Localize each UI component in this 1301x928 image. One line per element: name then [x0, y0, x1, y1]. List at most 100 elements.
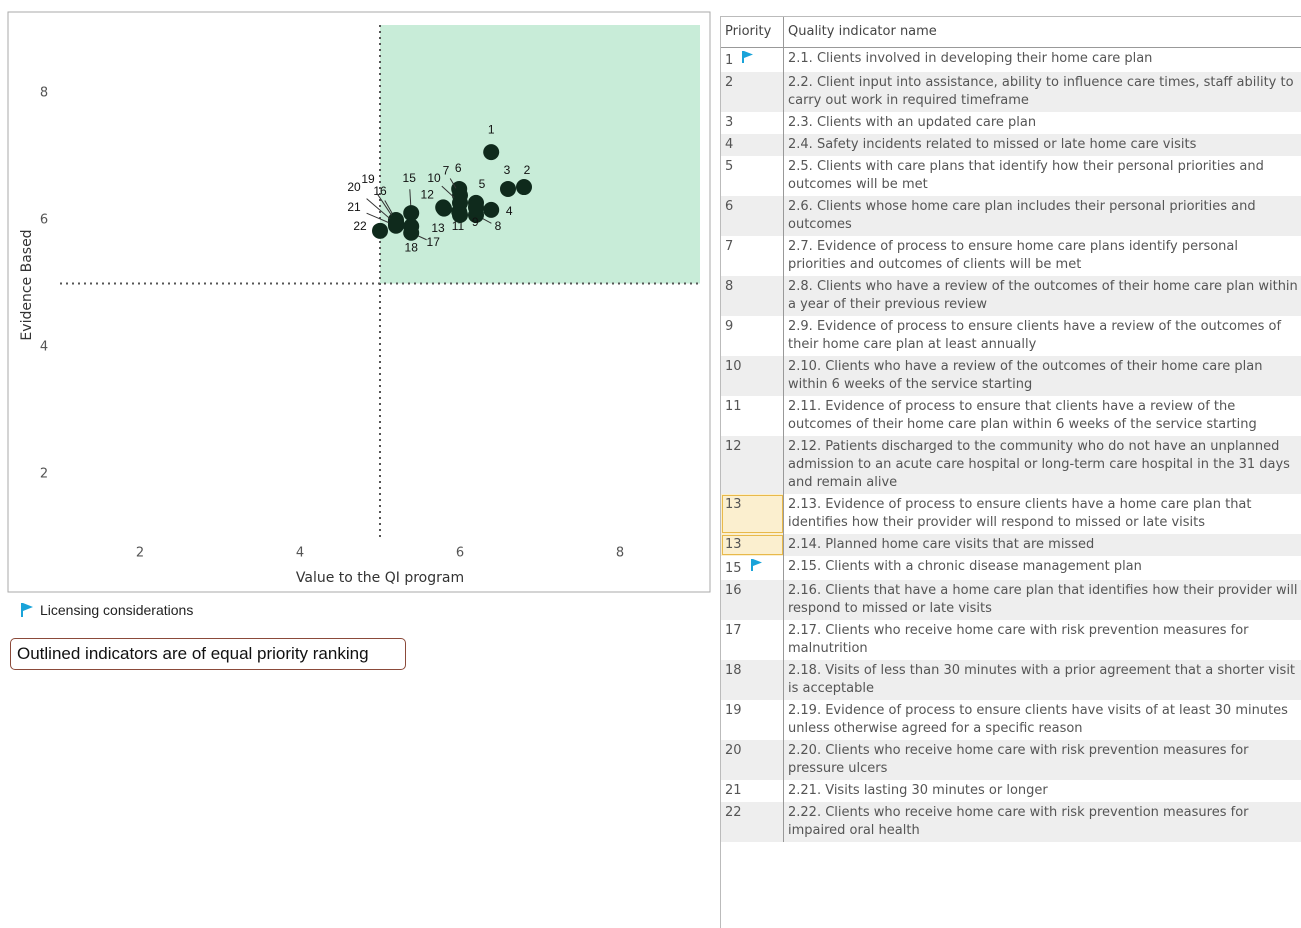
- x-tick-label: 4: [296, 546, 304, 561]
- x-tick-label: 2: [136, 546, 144, 561]
- priority: 18: [725, 663, 742, 678]
- point-label: 15: [403, 171, 417, 185]
- table-row: 21 2.21. Visits lasting 30 minutes or lon…: [721, 780, 1301, 802]
- table-row: 3 2.3. Clients with an updated care plan: [721, 112, 1301, 134]
- indicator-name: 2.22. Clients who receive home care with…: [784, 802, 1301, 842]
- indicator-name: 2.18. Visits of less than 30 minutes wit…: [784, 660, 1301, 700]
- point: [452, 207, 468, 223]
- legend-label: Licensing considerations: [40, 602, 193, 618]
- point-label: 18: [405, 241, 419, 255]
- priority: 3: [725, 115, 733, 130]
- flag-icon: [750, 558, 764, 572]
- column-header: Priority: [721, 17, 784, 48]
- indicator-name: 2.6. Clients whose home care plan includ…: [784, 196, 1301, 236]
- priority: 20: [725, 743, 742, 758]
- priority: 9: [725, 319, 733, 334]
- priority: 4: [725, 137, 733, 152]
- x-tick-label: 6: [456, 546, 464, 561]
- indicator-name: 2.13. Evidence of process to ensure clie…: [784, 494, 1301, 534]
- point-label: 4: [506, 204, 513, 218]
- table-row: 20 2.20. Clients who receive home care wi…: [721, 740, 1301, 780]
- priority-cell: 11: [721, 396, 784, 436]
- flag-icon: [741, 50, 755, 64]
- table-row: 19 2.19. Evidence of process to ensure cl…: [721, 700, 1301, 740]
- indicator-name: 2.21. Visits lasting 30 minutes or longe…: [784, 780, 1301, 802]
- point-label: 12: [421, 188, 435, 202]
- point-label: 16: [373, 184, 387, 198]
- priority: 10: [725, 359, 742, 374]
- indicator-name: 2.15. Clients with a chronic disease man…: [784, 556, 1301, 580]
- priority-cell: 7: [721, 236, 784, 276]
- point: [403, 218, 419, 234]
- indicator-name: 2.4. Safety incidents related to missed …: [784, 134, 1301, 156]
- priority: 13: [725, 497, 742, 512]
- indicator-name: 2.11. Evidence of process to ensure that…: [784, 396, 1301, 436]
- priority-cell: 17: [721, 620, 784, 660]
- y-tick-label: 8: [40, 86, 48, 101]
- priority: 13: [725, 537, 742, 552]
- priority: 12: [725, 439, 742, 454]
- x-tick-label: 8: [616, 546, 624, 561]
- priority-cell: 13: [721, 534, 784, 556]
- point: [483, 144, 499, 160]
- indicator-name: 2.5. Clients with care plans that identi…: [784, 156, 1301, 196]
- priority-cell: 4: [721, 134, 784, 156]
- priority-cell: 22: [721, 802, 784, 842]
- priority: 6: [725, 199, 733, 214]
- point-label: 19: [361, 172, 375, 186]
- indicator-name: 2.19. Evidence of process to ensure clie…: [784, 700, 1301, 740]
- priority: 21: [725, 783, 742, 798]
- point: [468, 199, 484, 215]
- point-label: 1: [488, 122, 495, 136]
- table-row: 13 2.13. Evidence of process to ensure cl…: [721, 494, 1301, 534]
- point-label: 8: [495, 219, 502, 233]
- indicator-name: 2.12. Patients discharged to the communi…: [784, 436, 1301, 494]
- point-label: 6: [455, 161, 462, 175]
- table-row: 4 2.4. Safety incidents related to missed…: [721, 134, 1301, 156]
- priority: 19: [725, 703, 742, 718]
- point: [436, 201, 452, 217]
- priority-cell: 12: [721, 436, 784, 494]
- priority: 8: [725, 279, 733, 294]
- point-label: 22: [353, 219, 367, 233]
- flag-icon: [20, 602, 34, 618]
- indicator-name: 2.3. Clients with an updated care plan: [784, 112, 1301, 134]
- point-label: 2: [524, 163, 531, 177]
- point-label: 3: [504, 163, 511, 177]
- note: Outlined indicators are of equal priorit…: [10, 638, 406, 670]
- priority-cell: 2: [721, 72, 784, 112]
- priority-cell: 9: [721, 316, 784, 356]
- point-label: 5: [479, 177, 486, 191]
- priority: 17: [725, 623, 742, 638]
- point-label: 21: [347, 200, 361, 214]
- indicator-name: 2.17. Clients who receive home care with…: [784, 620, 1301, 660]
- priority-cell: 1: [721, 48, 784, 73]
- indicator-name: 2.14. Planned home care visits that are …: [784, 534, 1301, 556]
- table-row: 9 2.9. Evidence of process to ensure clie…: [721, 316, 1301, 356]
- point: [500, 181, 516, 197]
- priority: 15: [725, 561, 742, 576]
- indicator-name: 2.2. Client input into assistance, abili…: [784, 72, 1301, 112]
- priority-cell: 8: [721, 276, 784, 316]
- point: [483, 202, 499, 218]
- indicator-name: 2.10. Clients who have a review of the o…: [784, 356, 1301, 396]
- priority-cell: 21: [721, 780, 784, 802]
- indicator-name: 2.16. Clients that have a home care plan…: [784, 580, 1301, 620]
- table-row: 13 2.14. Planned home care visits that ar…: [721, 534, 1301, 556]
- priority-cell: 5: [721, 156, 784, 196]
- priority-cell: 15: [721, 556, 784, 580]
- point-label: 13: [431, 221, 445, 235]
- indicator-name: 2.20. Clients who receive home care with…: [784, 740, 1301, 780]
- priority-cell: 6: [721, 196, 784, 236]
- priority: 11: [725, 399, 742, 414]
- priority: 22: [725, 805, 742, 820]
- table-row: 22 2.22. Clients who receive home care wi…: [721, 802, 1301, 842]
- indicator-name: 2.9. Evidence of process to ensure clien…: [784, 316, 1301, 356]
- point: [372, 223, 388, 239]
- priority-cell: 3: [721, 112, 784, 134]
- y-tick-label: 2: [40, 466, 48, 481]
